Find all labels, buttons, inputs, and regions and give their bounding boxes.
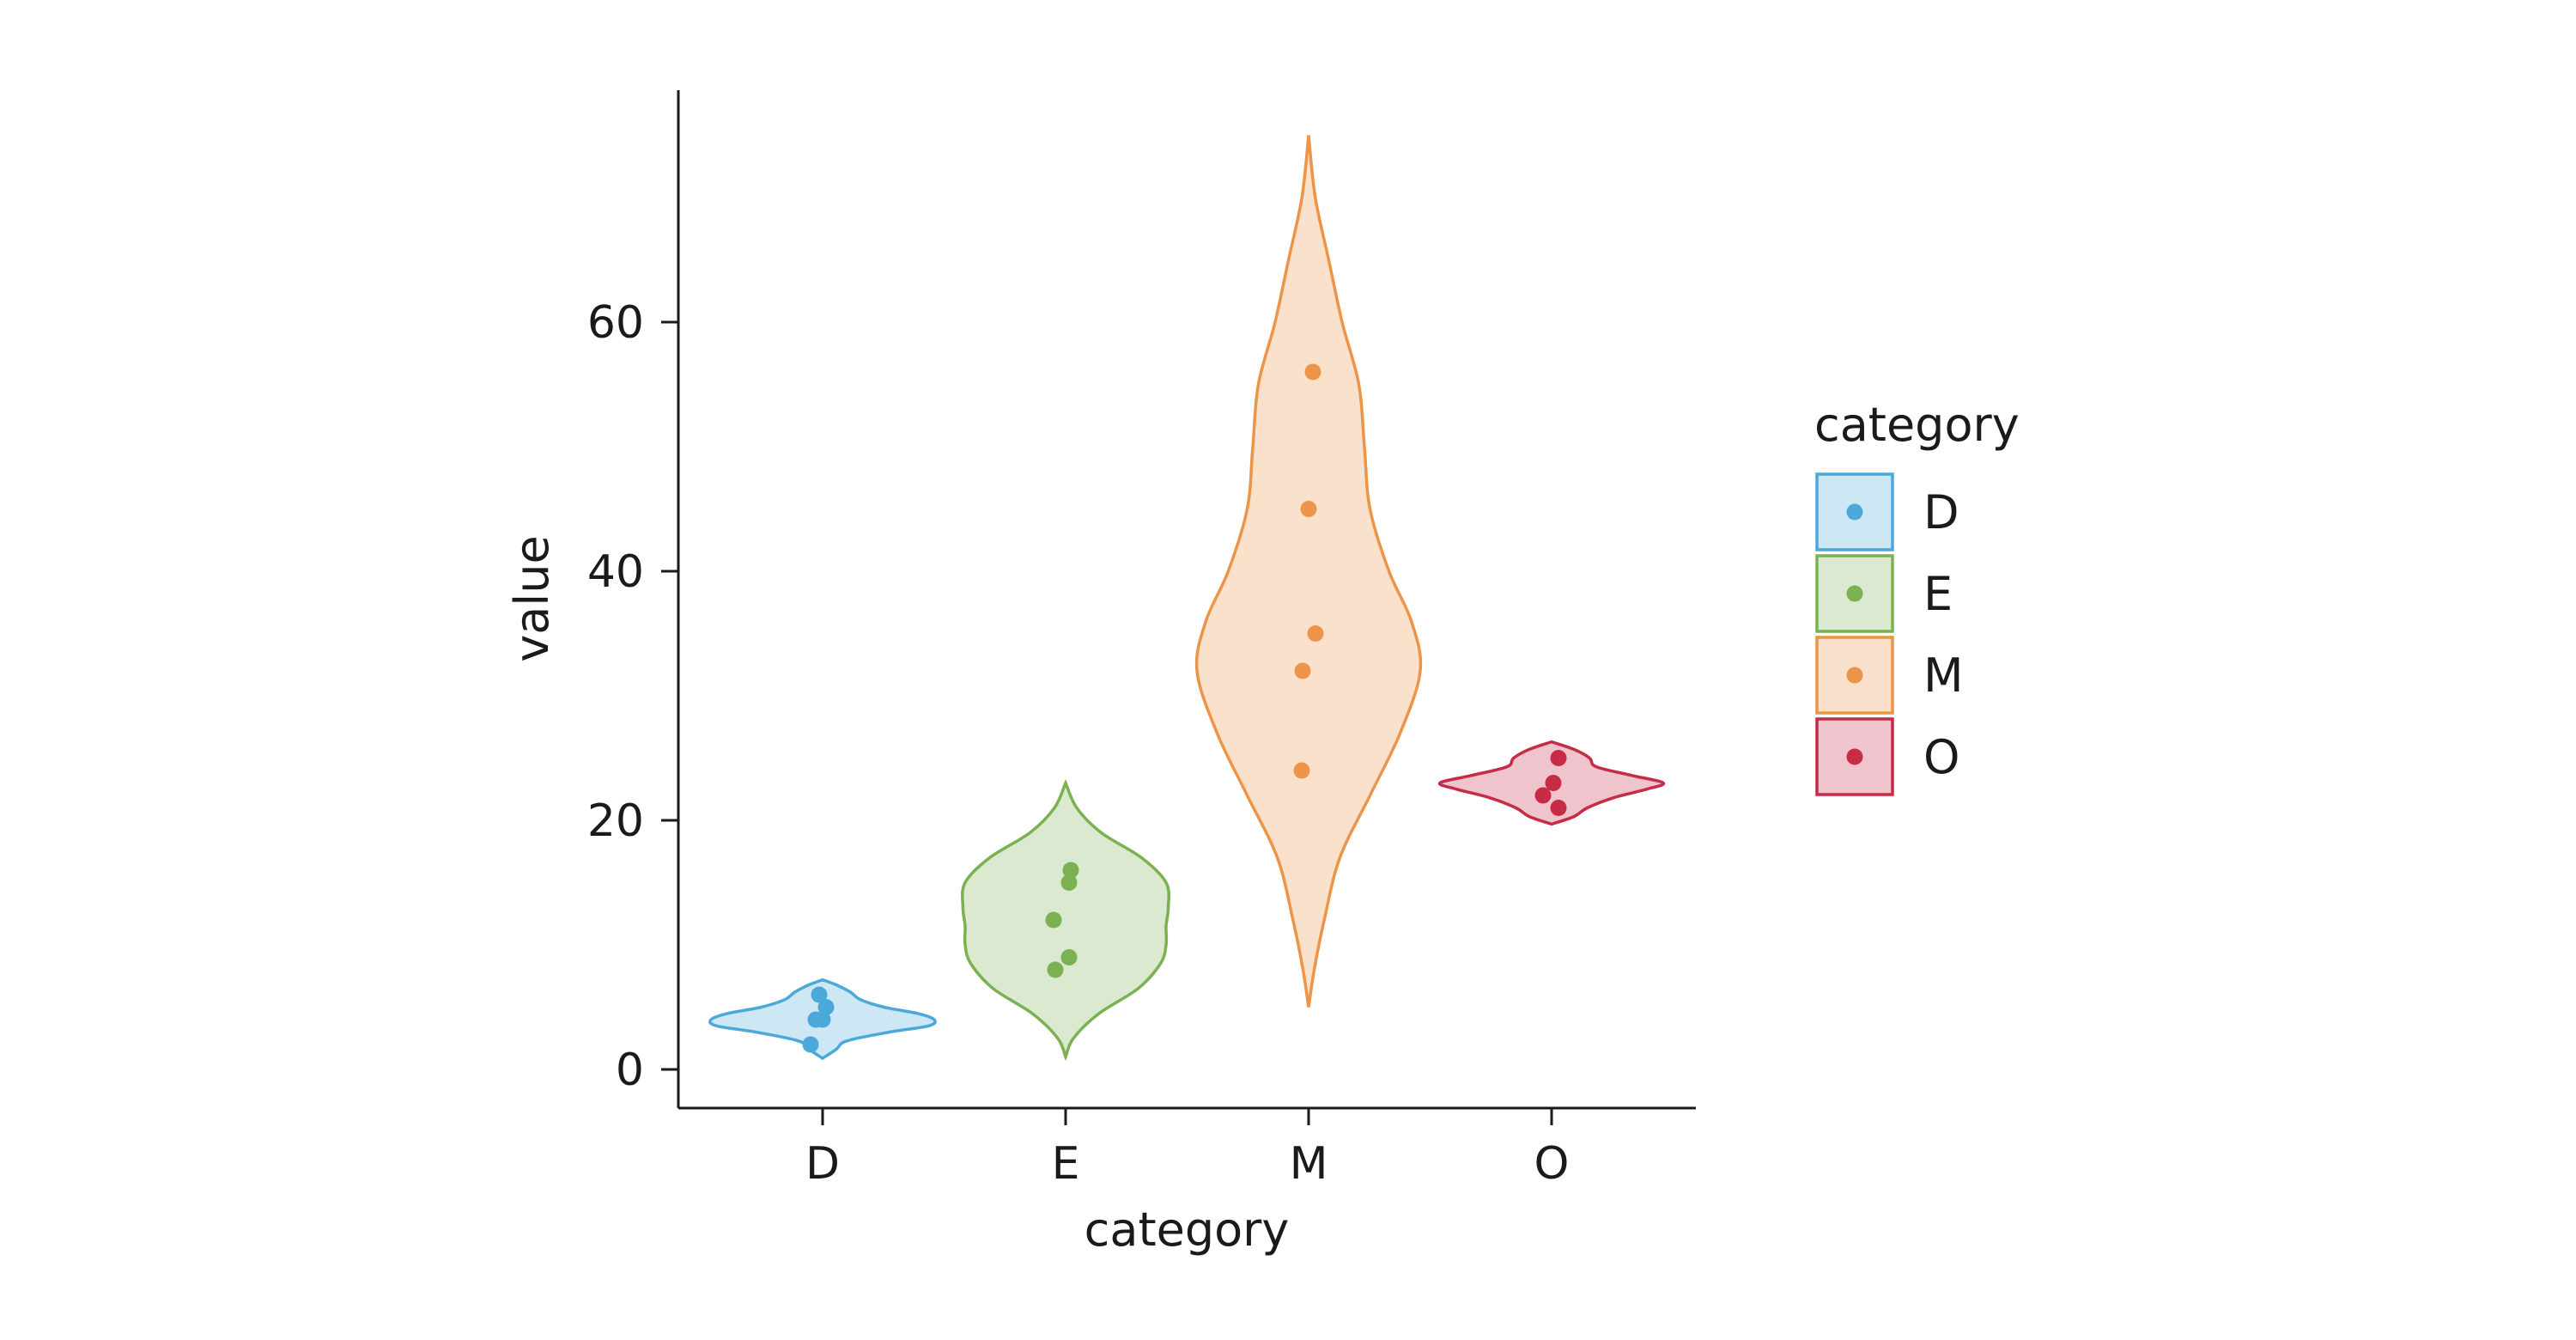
- legend-marker-M: [1846, 667, 1863, 684]
- axes: [677, 90, 1696, 1110]
- y-axis-title: value: [505, 535, 559, 662]
- point-M-1: [1304, 363, 1321, 381]
- y-ticks: 0 20 40 60: [587, 297, 678, 1096]
- point-M-2: [1300, 501, 1317, 517]
- point-D-1: [811, 986, 828, 1003]
- x-tick-label-M: M: [1290, 1138, 1328, 1190]
- violins-layer: [708, 135, 1666, 1062]
- legend-label-D: D: [1923, 485, 1959, 539]
- y-tick-label-40: 40: [587, 546, 644, 598]
- point-D-4: [814, 1011, 831, 1028]
- point-O-2: [1545, 775, 1562, 791]
- legend-marker-D: [1846, 503, 1863, 521]
- point-E-5: [1047, 961, 1064, 978]
- x-tick-label-E: E: [1052, 1138, 1080, 1190]
- legend-swatch-D: [1815, 472, 1894, 551]
- violin-M: [1194, 135, 1423, 1008]
- point-E-4: [1060, 949, 1078, 965]
- legend-title: category: [1814, 398, 2020, 452]
- point-O-3: [1534, 787, 1552, 804]
- point-D-2: [817, 999, 835, 1015]
- legend-label-M: M: [1923, 649, 1964, 703]
- y-tick-label-20: 20: [587, 795, 644, 847]
- legend-label-E: E: [1923, 567, 1953, 621]
- legend-marker-E: [1846, 585, 1863, 602]
- point-E-2: [1060, 874, 1078, 891]
- x-tick-label-O: O: [1534, 1138, 1570, 1190]
- point-E-1: [1062, 862, 1079, 879]
- point-M-5: [1293, 762, 1310, 779]
- point-O-4: [1550, 800, 1567, 816]
- point-E-3: [1045, 911, 1062, 929]
- x-axis-title: category: [1084, 1203, 1290, 1257]
- y-tick-label-0: 0: [616, 1045, 644, 1096]
- point-O-1: [1550, 750, 1567, 766]
- violin-E: [961, 779, 1170, 1062]
- point-M-3: [1307, 625, 1324, 642]
- x-tick-label-D: D: [805, 1138, 840, 1190]
- point-D-5: [802, 1036, 819, 1053]
- point-M-4: [1294, 662, 1311, 679]
- y-tick-label-60: 60: [587, 297, 644, 349]
- points-layer: [802, 363, 1567, 1053]
- legend-label-O: O: [1923, 730, 1960, 784]
- legend-marker-O: [1846, 748, 1863, 765]
